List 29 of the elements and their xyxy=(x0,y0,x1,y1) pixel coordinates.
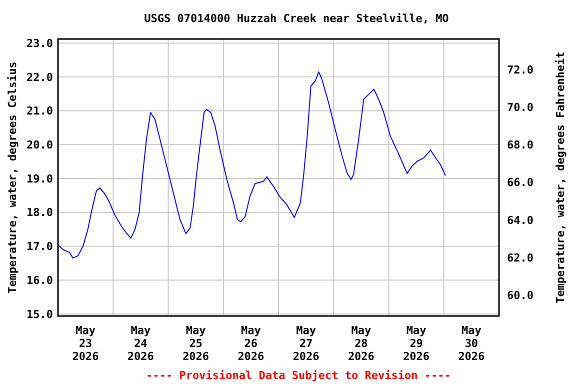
y-tick-label: 23.0 xyxy=(26,36,53,50)
y-tick-label: 15.0 xyxy=(26,308,53,321)
chart-title: USGS 07014000 Huzzah Creek near Steelville, MO xyxy=(144,12,450,25)
x-tick-label: May 26 2026 xyxy=(238,324,265,363)
x-tick-label: May 30 2026 xyxy=(458,324,486,363)
y-tick-label: 17.0 xyxy=(26,240,53,254)
y-tick-label: 18.0 xyxy=(26,206,53,220)
y-tick-label: 21.0 xyxy=(26,104,53,118)
x-tick-label: May 27 2026 xyxy=(292,324,320,363)
y-tick-label: 16.0 xyxy=(26,274,53,287)
x-tick-label: May 28 2026 xyxy=(348,324,375,363)
x-tick-label: May 23 2026 xyxy=(72,324,100,363)
x-tick-label: May 25 2026 xyxy=(182,324,210,363)
x-tick-label: May 29 2026 xyxy=(403,324,430,363)
y-axis-title: Temperature, water, degrees Celsius xyxy=(6,62,19,294)
y2-tick-label: 64.0 xyxy=(507,214,534,227)
y2-tick-label: 60.0 xyxy=(507,288,534,302)
x-tick-label: May 24 2026 xyxy=(127,324,154,363)
y2-tick-label: 72.0 xyxy=(507,63,534,76)
y-tick-label: 19.0 xyxy=(26,172,53,186)
y-tick-label: 22.0 xyxy=(26,70,53,84)
y2-tick-label: 70.0 xyxy=(507,100,534,114)
y2-tick-label: 62.0 xyxy=(507,251,534,264)
y-tick-label: 20.0 xyxy=(26,138,53,152)
text: ---- Provisional Data Subject to Revision ---- xyxy=(146,369,451,382)
y2-axis-title: Temperature, water, degrees Fahrenheit xyxy=(554,52,567,304)
y2-tick-label: 68.0 xyxy=(507,138,534,152)
y2-tick-label: 66.0 xyxy=(507,176,534,190)
line-series xyxy=(58,71,446,259)
